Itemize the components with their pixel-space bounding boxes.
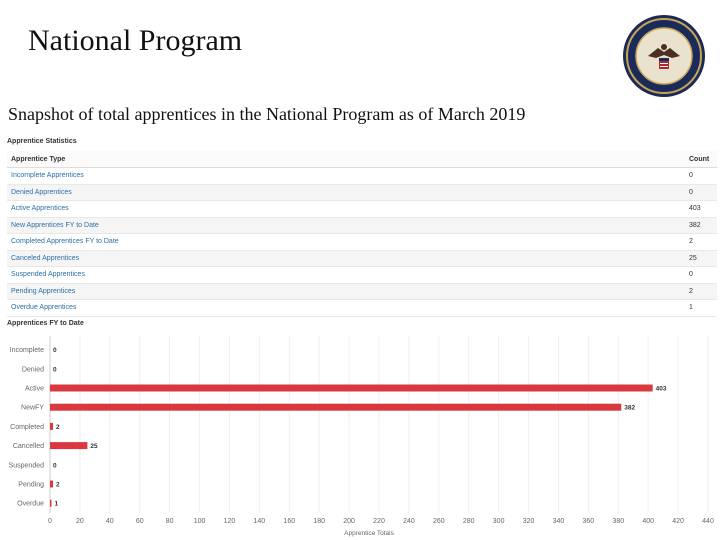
- column-header-type[interactable]: Apprentice Type: [7, 151, 685, 168]
- count-cell: 0: [685, 184, 717, 201]
- x-tick-label: 180: [313, 518, 325, 525]
- x-tick-label: 360: [583, 518, 595, 525]
- apprentice-type-link[interactable]: Completed Apprentices FY to Date: [7, 233, 685, 251]
- chart-title: Apprentices FY to Date: [7, 320, 84, 327]
- x-tick-label: 380: [612, 518, 624, 525]
- count-cell: 403: [685, 200, 717, 218]
- table-row: New Apprentices FY to Date 382: [7, 217, 717, 234]
- table-row: Incomplete Apprentices 0: [7, 167, 717, 185]
- x-tick-label: 320: [523, 518, 535, 525]
- apprentice-statistics-table: Apprentice Type Count Incomplete Apprent…: [7, 151, 717, 317]
- data-label: 403: [656, 386, 667, 393]
- category-label: Pending: [18, 482, 44, 489]
- count-cell: 25: [685, 250, 717, 267]
- count-cell: 2: [685, 233, 717, 251]
- data-label: 2: [56, 424, 60, 431]
- x-tick-label: 60: [136, 518, 144, 525]
- table-row: Active Apprentices 403: [7, 200, 717, 218]
- table-header-row: Apprentice Type Count: [7, 151, 717, 168]
- table-row: Canceled Apprentices 25: [7, 250, 717, 267]
- bar: [50, 499, 52, 507]
- apprentice-type-link[interactable]: New Apprentices FY to Date: [7, 217, 685, 234]
- apprentice-type-link[interactable]: Incomplete Apprentices: [7, 167, 685, 185]
- apprentice-type-link[interactable]: Denied Apprentices: [7, 184, 685, 201]
- x-tick-label: 340: [553, 518, 565, 525]
- bar: [50, 480, 53, 488]
- table-row: Overdue Apprentices 1: [7, 299, 717, 317]
- x-tick-label: 20: [76, 518, 84, 525]
- category-label: Cancelled: [13, 443, 44, 450]
- slide-title: National Program: [28, 24, 243, 57]
- count-cell: 1: [685, 299, 717, 317]
- slide-subtitle: Snapshot of total apprentices in the Nat…: [8, 104, 526, 124]
- data-label: 25: [90, 443, 98, 450]
- category-label: Suspended: [9, 462, 45, 469]
- x-tick-label: 400: [642, 518, 654, 525]
- category-label: Incomplete: [10, 347, 44, 354]
- apprentice-type-link[interactable]: Canceled Apprentices: [7, 250, 685, 267]
- count-cell: 382: [685, 217, 717, 234]
- x-tick-label: 220: [373, 518, 385, 525]
- x-tick-label: 440: [702, 518, 714, 525]
- x-tick-label: 420: [672, 518, 684, 525]
- data-label: 1: [54, 501, 58, 508]
- x-tick-label: 240: [403, 518, 415, 525]
- count-cell: 0: [685, 266, 717, 284]
- bar: [50, 442, 88, 450]
- apprentice-type-link[interactable]: Overdue Apprentices: [7, 299, 685, 317]
- category-label: Completed: [10, 424, 44, 431]
- x-tick-label: 200: [343, 518, 355, 525]
- x-tick-label: 300: [493, 518, 505, 525]
- bar: [50, 422, 53, 430]
- doj-seal-icon: [623, 15, 705, 97]
- bar: [50, 403, 622, 411]
- data-label: 0: [53, 347, 57, 354]
- apprentices-bar-chart: 0 20 40 60 80 100 120 140 160 180 200 220 240 260 280 3…: [9, 336, 714, 537]
- data-label: 0: [53, 366, 57, 373]
- category-label: Denied: [22, 366, 44, 373]
- column-header-count[interactable]: Count: [685, 151, 717, 168]
- count-cell: 0: [685, 167, 717, 185]
- x-tick-label: 0: [48, 518, 52, 525]
- table-row: Pending Apprentices 2: [7, 283, 717, 300]
- category-label: Overdue: [17, 501, 44, 508]
- x-tick-label: 160: [283, 518, 295, 525]
- table-row: Denied Apprentices 0: [7, 184, 717, 201]
- data-label: 2: [56, 482, 60, 489]
- x-tick-label: 80: [166, 518, 174, 525]
- data-label: 382: [624, 405, 635, 412]
- x-tick-label: 120: [224, 518, 236, 525]
- x-tick-label: 280: [463, 518, 475, 525]
- category-label: Active: [25, 386, 44, 393]
- x-tick-label: 40: [106, 518, 114, 525]
- category-label: NewFY: [21, 405, 44, 412]
- apprentice-type-link[interactable]: Suspended Apprentices: [7, 266, 685, 284]
- x-tick-label: 140: [254, 518, 266, 525]
- stats-panel-title: Apprentice Statistics: [7, 138, 77, 145]
- x-tick-label: 260: [433, 518, 445, 525]
- apprentice-type-link[interactable]: Pending Apprentices: [7, 283, 685, 300]
- count-cell: 2: [685, 283, 717, 300]
- bar: [50, 384, 653, 392]
- table-row: Completed Apprentices FY to Date 2: [7, 233, 717, 251]
- data-label: 0: [53, 462, 57, 469]
- table-row: Suspended Apprentices 0: [7, 266, 717, 284]
- x-tick-label: 100: [194, 518, 206, 525]
- apprentice-type-link[interactable]: Active Apprentices: [7, 200, 685, 218]
- x-axis-label: Apprentice Totals: [344, 530, 394, 537]
